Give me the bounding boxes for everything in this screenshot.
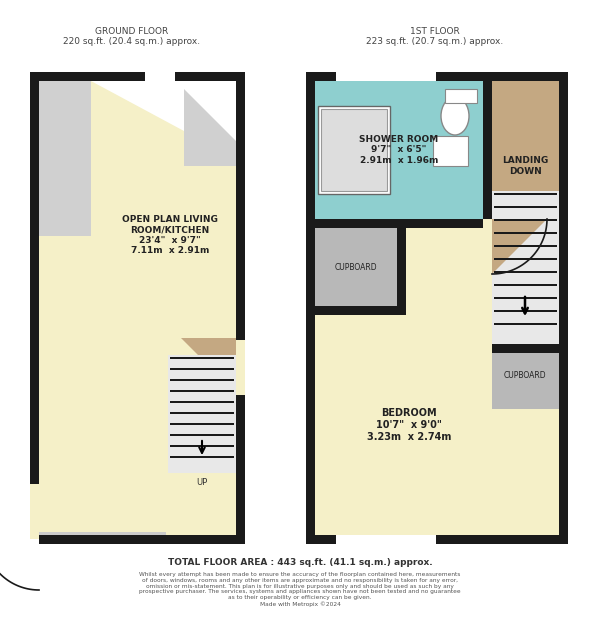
Bar	[492, 191, 559, 344]
Bar	[494, 219, 557, 221]
Bar	[483, 81, 492, 219]
Bar	[397, 228, 406, 306]
Bar	[170, 379, 234, 381]
Bar	[115, 535, 145, 544]
Bar	[170, 390, 234, 392]
Bar	[494, 245, 557, 247]
Text: 1ST FLOOR
223 sq.ft. (20.7 sq.m.) approx.: 1ST FLOOR 223 sq.ft. (20.7 sq.m.) approx…	[367, 27, 503, 47]
Bar	[494, 310, 557, 312]
Text: Whilst every attempt has been made to ensure the accuracy of the floorplan conta: Whilst every attempt has been made to en…	[139, 572, 461, 607]
Bar	[170, 368, 234, 370]
Bar	[494, 297, 557, 299]
Bar	[170, 445, 234, 447]
Bar	[184, 81, 236, 166]
Bar	[30, 72, 245, 544]
Ellipse shape	[441, 97, 469, 135]
Bar	[170, 423, 234, 425]
Text: TOTAL FLOOR AREA : 443 sq.ft. (41.1 sq.m.) approx.: TOTAL FLOOR AREA : 443 sq.ft. (41.1 sq.m…	[167, 558, 433, 567]
Bar	[170, 357, 234, 359]
Text: LANDING
DOWN: LANDING DOWN	[502, 156, 548, 175]
Bar	[315, 81, 559, 535]
Bar	[445, 89, 477, 103]
Bar	[494, 232, 557, 234]
Text: UP: UP	[196, 478, 208, 487]
Bar	[433, 136, 468, 166]
Bar	[170, 434, 234, 436]
Bar	[170, 456, 234, 458]
Bar	[494, 193, 557, 195]
Polygon shape	[91, 81, 184, 131]
Bar	[30, 484, 39, 539]
Bar	[321, 109, 387, 191]
Bar	[170, 401, 234, 403]
Bar	[494, 271, 557, 273]
Text: BEDROOM
10'7"  x 9'0"
3.23m  x 2.74m: BEDROOM 10'7" x 9'0" 3.23m x 2.74m	[367, 408, 451, 442]
Bar	[315, 306, 406, 315]
Text: GROUND FLOOR
220 sq.ft. (20.4 sq.m.) approx.: GROUND FLOOR 220 sq.ft. (20.4 sq.m.) app…	[64, 27, 200, 47]
Bar	[492, 344, 559, 409]
Bar	[315, 228, 397, 306]
Bar	[170, 412, 234, 414]
Polygon shape	[492, 219, 547, 274]
Bar	[39, 81, 236, 535]
Text: CUPBOARD: CUPBOARD	[335, 262, 377, 271]
Bar	[318, 106, 390, 194]
Polygon shape	[176, 81, 236, 141]
Polygon shape	[181, 338, 236, 393]
Bar	[236, 340, 245, 395]
Bar	[494, 284, 557, 286]
Bar	[145, 72, 175, 81]
Bar	[492, 81, 559, 191]
Text: SHOWER ROOM
9'7"  x 6'5"
2.91m  x 1.96m: SHOWER ROOM 9'7" x 6'5" 2.91m x 1.96m	[359, 135, 439, 165]
Bar	[315, 219, 483, 228]
Bar	[39, 81, 91, 236]
Bar	[30, 530, 39, 544]
Bar	[336, 535, 436, 544]
Polygon shape	[39, 480, 94, 535]
Bar	[492, 344, 559, 353]
Bar	[494, 323, 557, 325]
Bar	[306, 72, 568, 544]
Bar	[494, 206, 557, 208]
Bar	[168, 355, 236, 473]
Bar	[315, 81, 483, 219]
Bar	[494, 258, 557, 260]
Text: CUPBOARD: CUPBOARD	[503, 372, 547, 380]
Bar	[39, 532, 166, 535]
Bar	[336, 72, 436, 81]
Text: OPEN PLAN LIVING
ROOM/KITCHEN
23'4"  x 9'7"
7.11m  x 2.91m: OPEN PLAN LIVING ROOM/KITCHEN 23'4" x 9'…	[122, 215, 218, 255]
